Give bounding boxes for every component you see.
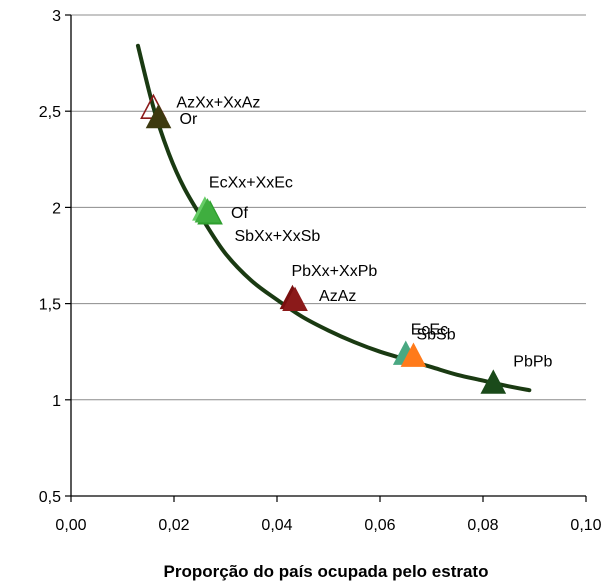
x-tick-label: 0,04 — [261, 517, 292, 534]
y-tick-label: 2,5 — [39, 104, 61, 121]
point-marker — [282, 286, 308, 312]
point-label: SbXx+XxSb — [234, 228, 320, 245]
y-tick-label: 3 — [52, 8, 61, 25]
x-tick-label: 0,06 — [364, 517, 395, 534]
gridlines — [71, 14, 586, 401]
data-points — [140, 93, 507, 394]
fitted-curve — [135, 43, 532, 393]
point-label: Of — [231, 205, 248, 222]
y-tick-label: 0,5 — [39, 489, 61, 506]
point-label: AzAz — [319, 288, 356, 305]
x-tick-label: 0,00 — [55, 517, 86, 534]
axes — [65, 14, 587, 502]
point-label: EcXx+XxEc — [209, 174, 293, 191]
y-tick-label: 2 — [52, 200, 61, 217]
point-label: PbPb — [513, 353, 552, 370]
point-label: EcEc — [411, 322, 448, 339]
point-label: SbSb — [416, 327, 455, 344]
y-tick-label: 1 — [52, 393, 61, 410]
point-marker — [480, 369, 507, 394]
y-tick-label: 1,5 — [39, 297, 61, 314]
x-tick-label: 0,10 — [570, 517, 601, 534]
point-label: AzXx+XxAz — [176, 94, 260, 111]
point-marker — [145, 103, 172, 129]
x-tick-labels: 0,00 0,02 0,04 0,06 0,08 0,10 — [55, 517, 601, 534]
point-label: PbXx+XxPb — [291, 263, 377, 280]
y-tick-labels: 0,5 1 1,5 2 2,5 3 — [39, 8, 61, 506]
point-marker — [400, 342, 427, 367]
fitted-curve-group — [135, 43, 532, 393]
x-tick-label: 0,02 — [158, 517, 189, 534]
point-label: Or — [180, 111, 198, 128]
x-axis-label: Proporção do país ocupada pelo estrato — [164, 562, 489, 581]
point-marker — [194, 198, 221, 223]
x-tick-label: 0,08 — [467, 517, 498, 534]
